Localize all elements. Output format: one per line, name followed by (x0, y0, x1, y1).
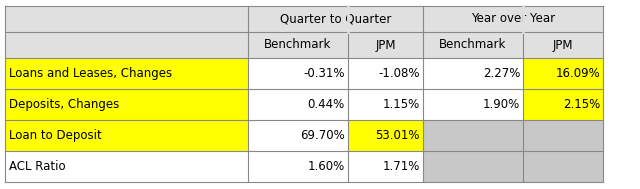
Bar (248, 58, 348, 89)
Bar (5, 32, 248, 58)
Bar (248, 151, 348, 182)
Text: 1.71%: 1.71% (383, 160, 420, 173)
Bar (423, 89, 523, 120)
Text: Year over Year: Year over Year (471, 12, 555, 26)
Bar (348, 89, 423, 120)
Text: 69.70%: 69.70% (300, 129, 345, 142)
Text: 2.27%: 2.27% (483, 67, 520, 80)
Text: -0.31%: -0.31% (303, 67, 345, 80)
Text: 16.09%: 16.09% (556, 67, 600, 80)
Text: 1.60%: 1.60% (308, 160, 345, 173)
Bar (423, 32, 523, 58)
Bar (348, 58, 423, 89)
Text: Loans and Leases, Changes: Loans and Leases, Changes (9, 67, 172, 80)
Text: 53.01%: 53.01% (376, 129, 420, 142)
Text: 2.15%: 2.15% (563, 98, 600, 111)
Text: Quarter to Quarter: Quarter to Quarter (280, 12, 391, 26)
Bar (5, 151, 248, 182)
Bar (523, 120, 603, 151)
Bar (423, 58, 523, 89)
Bar (248, 120, 348, 151)
Bar (423, 6, 603, 32)
Text: Loan to Deposit: Loan to Deposit (9, 129, 102, 142)
Text: -1.08%: -1.08% (378, 67, 420, 80)
Text: ACL Ratio: ACL Ratio (9, 160, 66, 173)
Bar (348, 151, 423, 182)
Bar (5, 89, 248, 120)
Bar (248, 89, 348, 120)
Bar (523, 32, 603, 58)
Bar (5, 58, 248, 89)
Text: Benchmark: Benchmark (264, 39, 332, 51)
Bar (248, 6, 423, 32)
Text: 1.15%: 1.15% (383, 98, 420, 111)
Text: Benchmark: Benchmark (439, 39, 507, 51)
Bar (423, 151, 523, 182)
Bar (523, 89, 603, 120)
Text: 1.90%: 1.90% (483, 98, 520, 111)
Bar (423, 120, 523, 151)
Text: 0.44%: 0.44% (308, 98, 345, 111)
Bar (523, 151, 603, 182)
Bar (5, 6, 248, 32)
Bar (5, 120, 248, 151)
Text: Deposits, Changes: Deposits, Changes (9, 98, 119, 111)
Text: JPM: JPM (553, 39, 573, 51)
Text: JPM: JPM (375, 39, 396, 51)
Bar (523, 58, 603, 89)
Bar (348, 120, 423, 151)
Bar (248, 32, 348, 58)
Bar (348, 32, 423, 58)
